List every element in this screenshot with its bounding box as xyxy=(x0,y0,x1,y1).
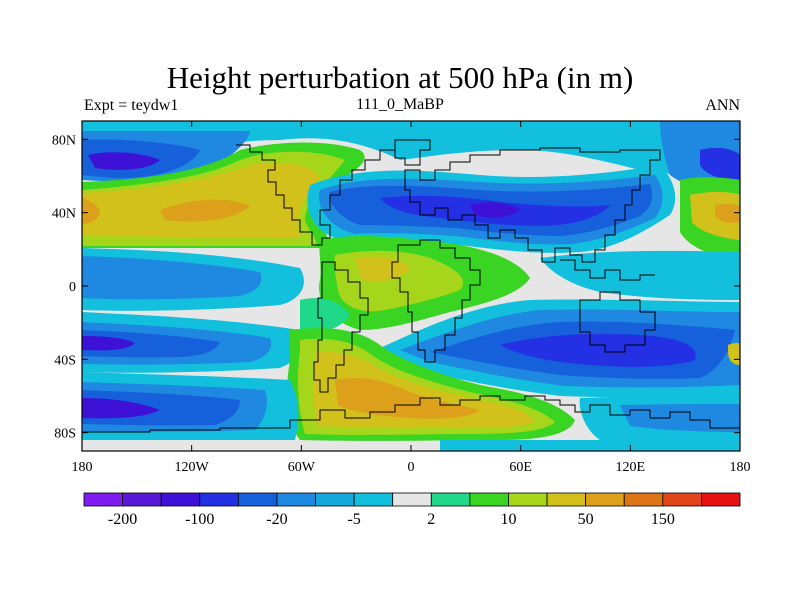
colorbar-swatch xyxy=(122,492,162,507)
colorbar-swatch xyxy=(315,492,355,507)
continent-eurasia xyxy=(404,147,661,263)
colorbar-swatch xyxy=(237,492,278,507)
colorbar-label: 50 xyxy=(578,511,594,528)
colorbar-swatch xyxy=(585,492,625,507)
x-tick-label: 60E xyxy=(509,460,532,475)
x-tick-label: 180 xyxy=(730,460,751,475)
contour-region-south-band-e xyxy=(440,440,740,451)
continent-outlines xyxy=(82,139,740,433)
contour-region-sh-orange xyxy=(335,378,480,419)
period-label: 111_0_MaBP xyxy=(356,96,444,113)
colorbar-swatch xyxy=(199,492,239,507)
contour-region-sh-deeper-e xyxy=(500,333,696,367)
colorbar: -200 -100 -20 -5 2 10 50 150 xyxy=(83,492,741,528)
colorbar-label: 10 xyxy=(500,511,516,528)
x-tick-label: 120W xyxy=(175,460,210,475)
colorbar-swatch xyxy=(353,492,394,507)
contour-region-sh-deep-w xyxy=(82,330,220,358)
colorbar-label: -20 xyxy=(266,511,287,528)
continent-southeast-asia xyxy=(560,259,655,281)
x-tick-label: 60W xyxy=(288,460,316,475)
x-tick-label: 120E xyxy=(616,460,646,475)
contour-region-eq-blue-w xyxy=(82,256,262,300)
axes: 180 120W 60W 0 60E 120E 180 80N 40N 0 40S 80S xyxy=(52,121,751,475)
colorbar-label: 2 xyxy=(427,511,435,528)
season-label: ANN xyxy=(705,97,740,114)
chart-title: Height perturbation at 500 hPa (in m) xyxy=(166,60,634,95)
y-tick-label: 40N xyxy=(52,207,76,222)
contour-region-ne-deep xyxy=(700,147,740,181)
x-tick-label: 180 xyxy=(72,460,93,475)
contour-region-center-gold xyxy=(355,256,410,282)
colorbar-swatch xyxy=(662,492,702,507)
contour-field xyxy=(82,121,740,451)
x-tick-label: 0 xyxy=(408,460,415,475)
contour-region-center-teal xyxy=(300,298,350,332)
contour-region-ne-orange xyxy=(715,204,740,223)
colorbar-label: -100 xyxy=(185,511,214,528)
contour-region-sh-deepest-w xyxy=(82,336,135,351)
experiment-label: Expt = teydw1 xyxy=(84,97,179,114)
contour-region-nh-orange xyxy=(160,199,250,222)
contour-region-nh-orange-w xyxy=(82,198,100,224)
colorbar-label: 150 xyxy=(651,511,675,528)
y-tick-label: 0 xyxy=(69,280,76,295)
y-tick-label: 40S xyxy=(54,353,76,368)
contour-region-north-deepest xyxy=(88,152,160,170)
continent-antarctica xyxy=(82,395,740,433)
colorbar-swatch xyxy=(430,492,471,507)
contour-region-trough-deepest xyxy=(470,202,520,218)
continent-north-america xyxy=(236,144,396,246)
colorbar-swatch xyxy=(83,492,123,507)
continent-africa xyxy=(391,239,481,363)
colorbar-swatch xyxy=(160,492,201,507)
contour-region-south-deepest xyxy=(82,398,160,419)
colorbar-swatch xyxy=(623,492,664,507)
y-tick-label: 80S xyxy=(54,427,76,442)
colorbar-label: -200 xyxy=(108,511,137,528)
colorbar-swatch xyxy=(392,492,432,507)
colorbar-swatch xyxy=(276,492,316,507)
continent-greenland xyxy=(394,139,431,166)
colorbar-swatch xyxy=(546,492,587,507)
continent-australia xyxy=(579,291,656,353)
colorbar-label: -5 xyxy=(347,511,360,528)
contour-region-north-cyan xyxy=(82,121,740,200)
continent-south-america xyxy=(313,261,369,393)
colorbar-swatch xyxy=(469,492,509,507)
y-tick-label: 80N xyxy=(52,133,76,148)
colorbar-swatch xyxy=(701,492,741,507)
colorbar-swatch xyxy=(508,492,548,507)
